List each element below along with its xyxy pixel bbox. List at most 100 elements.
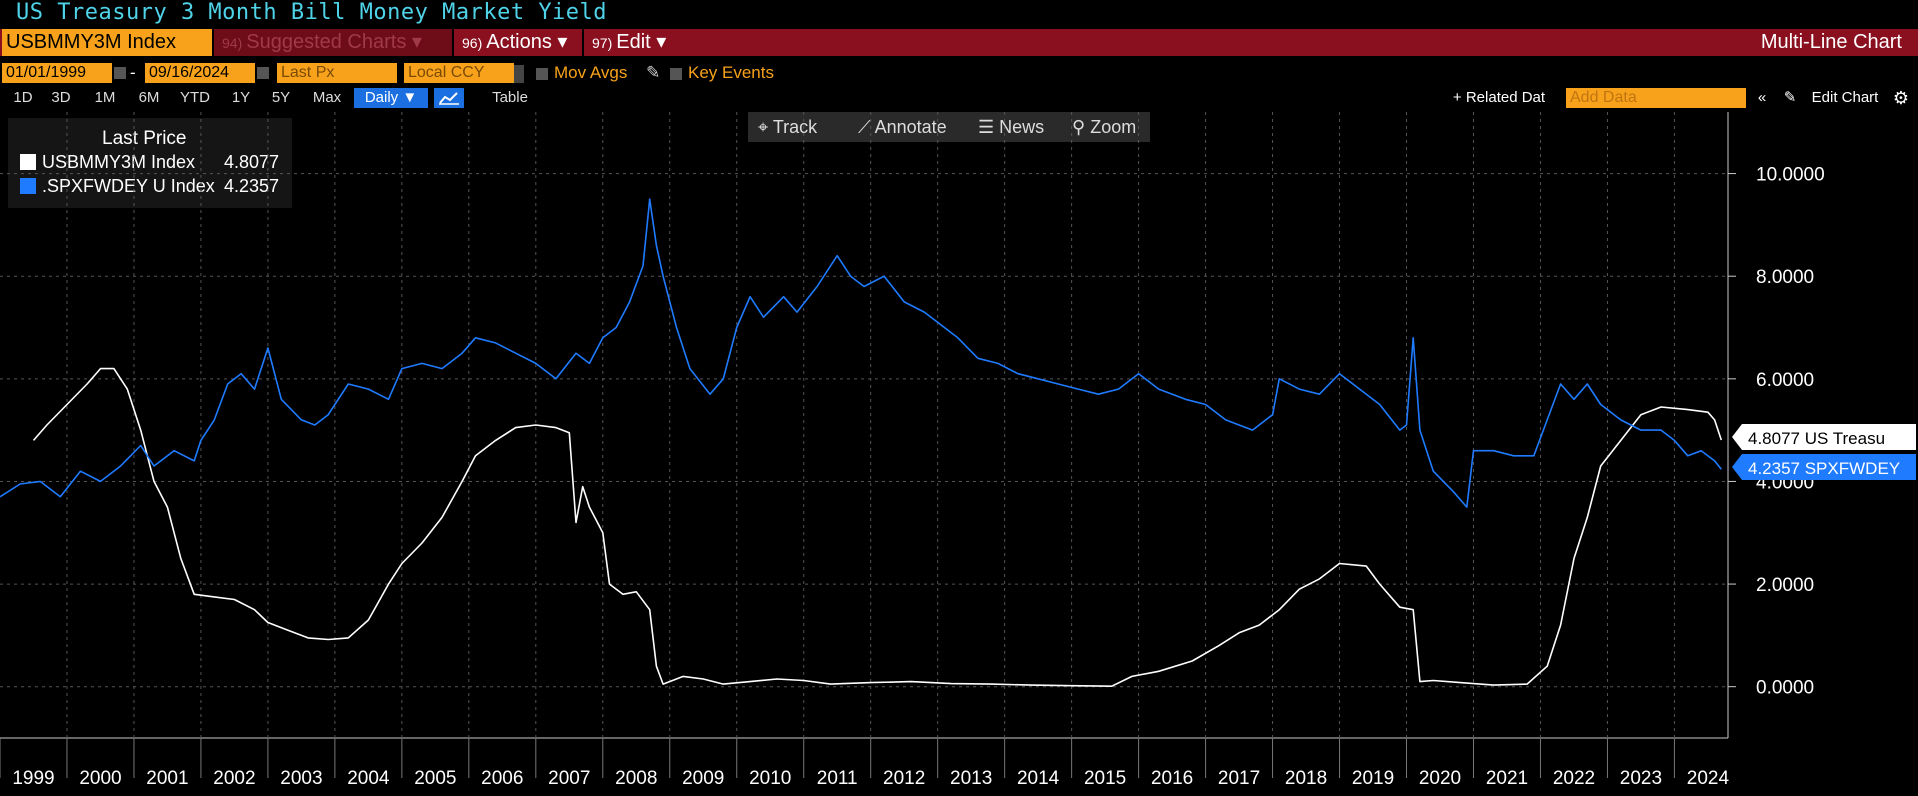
field-select[interactable]: Last Px bbox=[277, 63, 397, 83]
calendar-icon[interactable] bbox=[114, 67, 126, 79]
suggested-charts-num: 94) bbox=[222, 35, 243, 51]
x-tick-label: 2016 bbox=[1151, 768, 1193, 789]
currency-select[interactable]: Local CCY bbox=[404, 63, 514, 83]
y-tick-label: 0.0000 bbox=[1756, 678, 1814, 699]
period-6m[interactable]: 6M bbox=[138, 89, 160, 106]
calendar-icon[interactable] bbox=[257, 67, 269, 79]
period-5y[interactable]: 5Y bbox=[271, 89, 291, 106]
legend-header: Last Price bbox=[102, 128, 187, 149]
legend-value-treasury: 4.8077 bbox=[224, 152, 280, 172]
last-value-label: 4.2357 SPXFWDEY bbox=[1748, 459, 1900, 478]
x-tick-label: 2024 bbox=[1687, 768, 1730, 789]
period-3d[interactable]: 3D bbox=[51, 89, 71, 106]
mov-avgs-label: Mov Avgs bbox=[554, 63, 628, 82]
gear-icon[interactable]: ⚙ bbox=[1892, 88, 1910, 108]
x-tick-label: 2015 bbox=[1084, 768, 1126, 789]
x-tick-label: 2012 bbox=[883, 768, 925, 789]
last-value-tag bbox=[1732, 424, 1916, 450]
period-ytd[interactable]: YTD bbox=[180, 89, 210, 106]
annotate-tool[interactable]: ⟋ Annotate bbox=[858, 117, 947, 137]
x-tick-label: 2022 bbox=[1553, 768, 1595, 789]
period-1d[interactable]: 1D bbox=[13, 89, 33, 106]
track-label: Track bbox=[772, 117, 818, 137]
x-tick-label: 2020 bbox=[1419, 768, 1461, 789]
x-tick-label: 2008 bbox=[615, 768, 657, 789]
x-tick-label: 2023 bbox=[1620, 768, 1662, 789]
key-events-checkbox[interactable] bbox=[670, 68, 682, 80]
chevron-down-icon: ▾ bbox=[557, 31, 568, 53]
news-label: News bbox=[999, 117, 1045, 137]
x-tick-label: 2009 bbox=[682, 768, 724, 789]
x-tick-label: 2021 bbox=[1486, 768, 1528, 789]
legend-swatch-spx bbox=[20, 178, 36, 194]
legend-name-treasury: USBMMY3M Index bbox=[42, 152, 196, 172]
magnifier-icon: ⚲ bbox=[1072, 117, 1086, 137]
legend-value-spx: 4.2357 bbox=[224, 176, 280, 196]
pencil-icon[interactable]: ✎ bbox=[646, 63, 661, 82]
page-title: US Treasury 3 Month Bill Money Market Yi… bbox=[16, 0, 608, 25]
last-value-tag bbox=[1732, 454, 1916, 480]
mov-avgs-checkbox[interactable] bbox=[536, 68, 548, 80]
edit-num: 97) bbox=[592, 35, 613, 51]
start-date-field[interactable]: 01/01/1999 bbox=[2, 63, 112, 83]
x-tick-label: 2019 bbox=[1352, 768, 1394, 789]
line-chart-icon[interactable] bbox=[434, 88, 464, 108]
x-tick-label: 2002 bbox=[213, 768, 255, 789]
suggested-charts-label: Suggested Charts bbox=[246, 31, 407, 53]
chart-type-label[interactable]: Multi-Line Chart bbox=[1760, 31, 1902, 53]
y-tick-label: 10.0000 bbox=[1756, 165, 1825, 186]
chevron-down-icon: ▾ bbox=[411, 31, 422, 53]
suggested-charts-menu[interactable]: 94) Suggested Charts ▾ bbox=[212, 29, 452, 56]
y-tick-label: 2.0000 bbox=[1756, 575, 1814, 596]
zoom-tool[interactable]: ⚲ Zoom bbox=[1072, 117, 1136, 137]
track-tool[interactable]: ⌖ Track bbox=[758, 117, 817, 137]
related-data-button[interactable]: + Related Dat bbox=[1452, 89, 1546, 106]
period-1m[interactable]: 1M bbox=[94, 89, 116, 106]
x-tick-label: 2001 bbox=[146, 768, 188, 789]
chart-legend: Last Price USBMMY3M Index 4.8077 .SPXFWD… bbox=[8, 118, 292, 208]
news-icon: ☰ bbox=[978, 117, 995, 137]
legend-name-spx: .SPXFWDEY U Index bbox=[42, 176, 215, 196]
x-tick-label: 2006 bbox=[481, 768, 523, 789]
chart-tools bbox=[748, 112, 1150, 142]
zoom-label: Zoom bbox=[1090, 117, 1137, 137]
x-tick-label: 2011 bbox=[817, 768, 858, 789]
x-tick-label: 2003 bbox=[280, 768, 322, 789]
actions-menu[interactable]: 96) Actions ▾ bbox=[452, 29, 582, 56]
annotate-icon: ⟋ bbox=[858, 117, 871, 137]
x-tick-label: 2000 bbox=[79, 768, 121, 789]
last-value-label: 4.8077 US Treasu bbox=[1748, 429, 1885, 448]
edit-chart-button[interactable]: Edit Chart bbox=[1811, 89, 1879, 106]
chevron-down-icon: ▾ bbox=[656, 31, 667, 53]
news-tool[interactable]: ☰ News bbox=[978, 117, 1044, 137]
crosshair-icon: ⌖ bbox=[758, 117, 769, 137]
table-button[interactable]: Table bbox=[492, 89, 528, 106]
edit-label: Edit bbox=[616, 31, 651, 53]
x-tick-label: 2014 bbox=[1017, 768, 1060, 789]
actions-label: Actions bbox=[486, 31, 552, 53]
legend-swatch-treasury bbox=[20, 154, 36, 170]
actions-num: 96) bbox=[462, 35, 483, 51]
x-tick-label: 2010 bbox=[749, 768, 791, 789]
edit-menu[interactable]: 97) Edit ▾ bbox=[582, 29, 682, 56]
x-tick-label: 2004 bbox=[347, 768, 390, 789]
period-max[interactable]: Max bbox=[312, 89, 342, 106]
pencil-icon[interactable]: ✎ bbox=[1783, 89, 1797, 106]
x-tick-label: 2013 bbox=[950, 768, 992, 789]
add-data-input[interactable] bbox=[1566, 88, 1746, 108]
y-tick-label: 8.0000 bbox=[1756, 267, 1814, 288]
x-tick-label: 2005 bbox=[414, 768, 456, 789]
frequency-select[interactable]: Daily ▼ bbox=[354, 88, 428, 108]
chevron-down-icon[interactable] bbox=[514, 65, 524, 83]
x-tick-label: 2018 bbox=[1285, 768, 1327, 789]
y-tick-label: 6.0000 bbox=[1756, 370, 1814, 391]
collapse-icon[interactable]: « bbox=[1757, 89, 1767, 106]
ticker-field[interactable]: USBMMY3M Index bbox=[2, 29, 212, 56]
annotate-label: Annotate bbox=[874, 117, 947, 137]
period-1y[interactable]: 1Y bbox=[231, 89, 251, 106]
x-tick-label: 1999 bbox=[12, 768, 54, 789]
series-line-spx bbox=[0, 198, 1722, 508]
end-date-field[interactable]: 09/16/2024 bbox=[145, 63, 255, 83]
series-line-treasury bbox=[32, 367, 1723, 688]
